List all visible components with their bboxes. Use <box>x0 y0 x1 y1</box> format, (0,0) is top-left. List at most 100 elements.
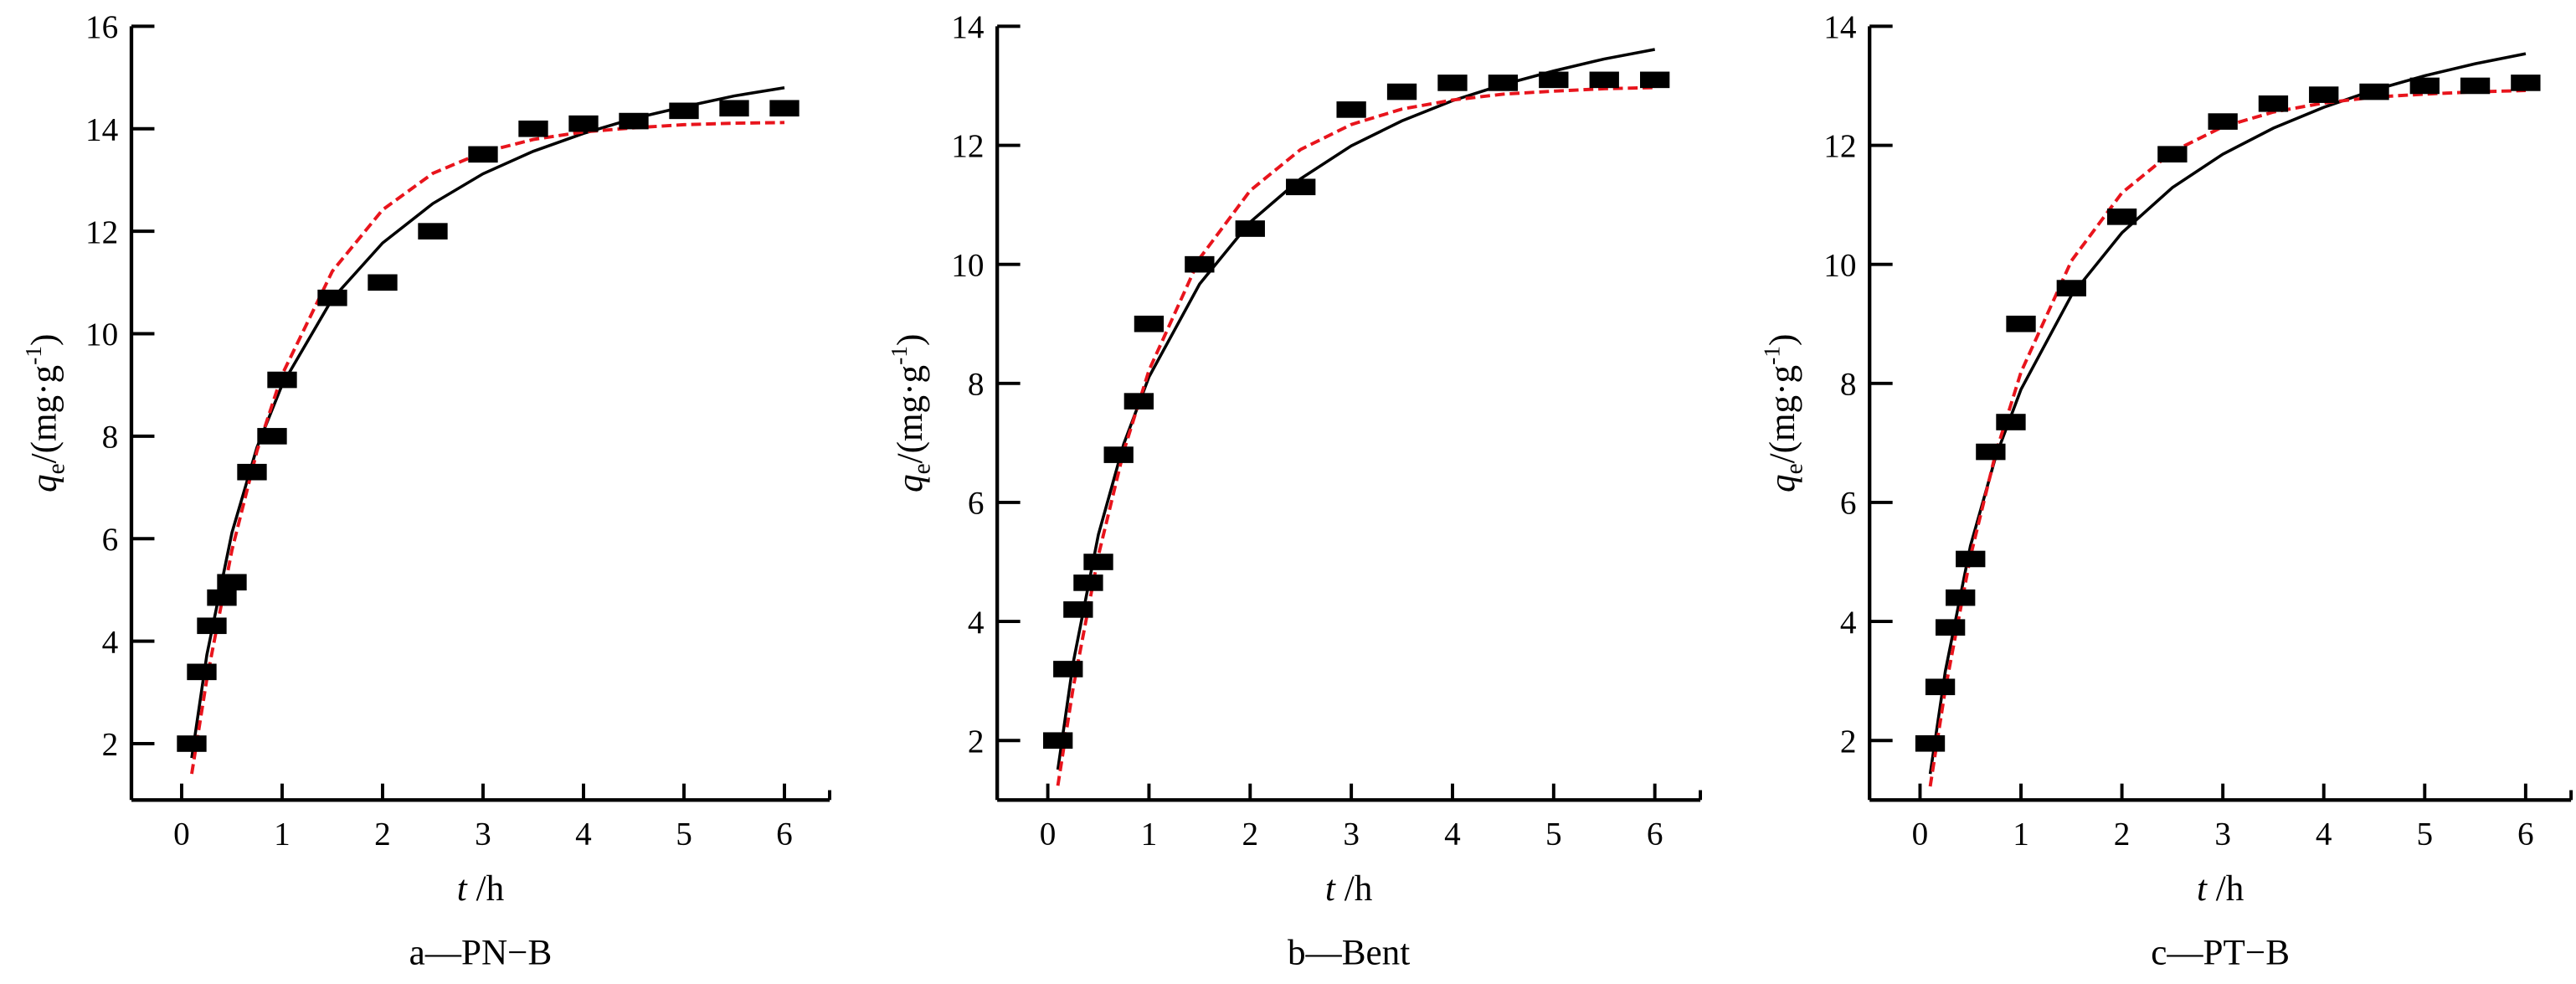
x-tick-label: 6 <box>776 816 793 852</box>
y-axis-label-close: ) <box>1763 334 1802 346</box>
x-tick-label: 0 <box>1912 816 1929 852</box>
data-point <box>1336 101 1366 118</box>
fit-curve-dashed <box>1056 85 1655 786</box>
y-tick-label: 4 <box>968 605 985 641</box>
x-axis-label: t /h <box>457 869 505 909</box>
x-tick-label: 1 <box>2013 816 2029 852</box>
data-point <box>1103 446 1134 463</box>
y-tick-label: 2 <box>102 727 119 763</box>
data-point <box>2359 83 2389 100</box>
x-axis-label: t /h <box>1325 869 1373 909</box>
fit-curve-solid <box>1056 48 1656 770</box>
data-point <box>1935 619 1966 636</box>
data-point <box>1915 734 1946 752</box>
y-axis-label: qe/(mg·g-1) <box>1759 334 1807 492</box>
x-axis-label-unit: /h <box>467 869 505 909</box>
data-point <box>2258 95 2289 112</box>
data-point <box>1437 75 1468 91</box>
panel-caption: a—PN−B <box>409 933 553 972</box>
data-point <box>1134 315 1165 332</box>
data-point <box>1063 601 1093 618</box>
data-point <box>1976 443 2006 461</box>
x-tick-label: 6 <box>1647 816 1663 852</box>
data-point <box>1956 550 1986 568</box>
y-axis-label-close: ) <box>891 334 930 346</box>
data-point <box>1043 732 1073 750</box>
data-point <box>518 120 548 137</box>
data-point <box>2208 113 2238 130</box>
data-point <box>197 617 227 635</box>
data-point <box>1488 75 1519 91</box>
y-axis-label-unit: /(mg·g <box>25 365 64 463</box>
y-axis-label-variable: q <box>891 474 930 492</box>
y-tick-label: 14 <box>951 9 984 45</box>
y-axis-label-superscript: -1 <box>887 346 912 365</box>
data-point <box>1640 71 1670 89</box>
data-point <box>2409 77 2440 95</box>
data-point <box>669 102 699 120</box>
x-tick-label: 1 <box>1141 816 1158 852</box>
data-point <box>187 663 217 681</box>
y-axis-label-variable: q <box>1763 474 1802 492</box>
x-tick-label: 2 <box>2114 816 2131 852</box>
fit-curve-solid <box>190 86 785 759</box>
x-tick-label: 3 <box>475 816 491 852</box>
y-axis-label-close: ) <box>25 334 64 346</box>
y-tick-label: 2 <box>968 724 985 760</box>
data-point <box>1053 661 1083 677</box>
data-point <box>2056 280 2086 296</box>
data-point <box>177 735 207 752</box>
data-point <box>1925 678 1956 696</box>
y-axis-label-unit: /(mg·g <box>1763 365 1802 463</box>
y-tick-label: 8 <box>1840 367 1857 403</box>
x-tick-label: 1 <box>274 816 291 852</box>
data-point <box>217 574 247 591</box>
y-axis-label-subscript: e <box>909 463 936 474</box>
data-point <box>267 371 297 389</box>
y-tick-label: 10 <box>951 247 984 283</box>
x-tick-label: 2 <box>374 816 391 852</box>
y-tick-label: 10 <box>1823 247 1856 283</box>
data-point <box>1539 71 1569 89</box>
panel-caption: b—Bent <box>1288 933 1410 972</box>
x-tick-label: 4 <box>2316 816 2332 852</box>
fit-curve-dashed <box>1928 89 2527 787</box>
fit-curve-dashed <box>190 121 785 775</box>
y-tick-label: 14 <box>1823 9 1856 45</box>
y-axis-label-superscript: -1 <box>1759 346 1784 365</box>
x-tick-label: 4 <box>575 816 592 852</box>
data-point <box>237 463 267 481</box>
x-tick-label: 6 <box>2517 816 2534 852</box>
y-tick-label: 10 <box>85 317 118 353</box>
y-axis-label-variable: q <box>25 474 64 492</box>
y-tick-label: 8 <box>968 367 985 403</box>
y-axis-label-subscript: e <box>44 463 70 474</box>
data-point <box>1185 255 1215 273</box>
x-tick-label: 2 <box>1242 816 1258 852</box>
y-tick-label: 14 <box>85 111 118 147</box>
data-point <box>2309 86 2339 103</box>
x-tick-label: 3 <box>2214 816 2231 852</box>
y-axis-label-unit: /(mg·g <box>891 365 930 463</box>
y-tick-label: 8 <box>102 420 119 456</box>
x-tick-label: 0 <box>1040 816 1057 852</box>
data-point <box>1083 554 1113 570</box>
data-point <box>1235 220 1265 237</box>
data-point <box>418 223 448 240</box>
data-point <box>2006 315 2036 332</box>
y-tick-label: 16 <box>85 9 118 45</box>
x-axis-label-variable: t <box>1325 869 1336 909</box>
x-tick-label: 5 <box>2416 816 2433 852</box>
y-axis-label: qe/(mg·g-1) <box>887 334 935 492</box>
data-point <box>1073 574 1103 591</box>
data-point <box>2511 75 2541 91</box>
data-point <box>2106 209 2137 225</box>
data-point <box>1286 178 1316 196</box>
x-axis-label-variable: t <box>457 869 468 909</box>
y-tick-label: 4 <box>102 624 119 660</box>
data-point <box>317 289 347 307</box>
